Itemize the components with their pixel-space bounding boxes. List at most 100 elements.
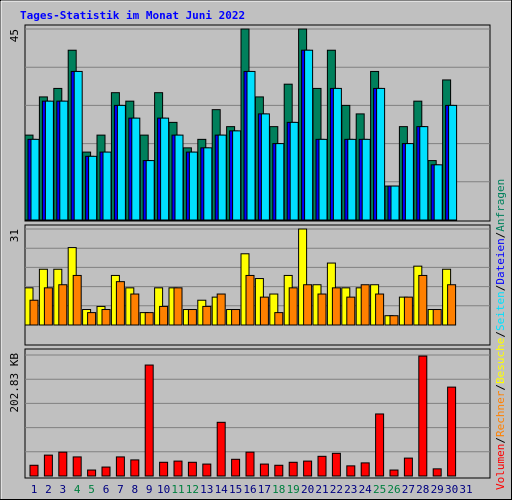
x-tick-label: 2: [45, 483, 52, 496]
bar: [346, 465, 356, 477]
bar: [418, 355, 428, 477]
bar: [232, 130, 242, 221]
bar: [30, 138, 40, 221]
bar: [131, 117, 141, 221]
legend-entry: Seiten: [494, 291, 507, 331]
x-tick-label: 31: [459, 483, 472, 496]
legend-entry: Anfragen: [494, 179, 507, 232]
x-tick-label: 10: [157, 483, 170, 496]
bar: [231, 458, 241, 477]
bar: [58, 451, 68, 477]
y-tick-label: 202.83 KB: [8, 353, 21, 413]
bar: [202, 463, 212, 477]
bar: [298, 228, 308, 326]
bar: [102, 151, 112, 221]
bar: [318, 138, 328, 221]
bar: [260, 113, 270, 221]
bar: [216, 293, 226, 326]
bar: [44, 100, 54, 221]
bar: [288, 287, 298, 326]
bar: [187, 461, 197, 477]
bar: [173, 287, 183, 326]
bar: [375, 413, 385, 477]
bar: [331, 287, 341, 326]
chart-title: Tages-Statistik im Monat Juni 2022: [20, 9, 245, 22]
bar: [389, 315, 399, 326]
legend-separator: /: [494, 437, 507, 444]
x-tick-label: 30: [445, 483, 458, 496]
bar: [418, 274, 428, 326]
bar: [269, 293, 279, 326]
bar: [245, 274, 255, 326]
bar: [289, 121, 299, 221]
x-tick-label: 25: [373, 483, 386, 496]
bar: [448, 104, 458, 221]
legend-separator: /: [494, 232, 507, 239]
bar: [116, 104, 126, 221]
bar: [375, 293, 385, 326]
bar: [404, 143, 414, 221]
y-tick-label: 45: [8, 29, 21, 42]
x-tick-label: 4: [74, 483, 81, 496]
bar: [275, 143, 285, 221]
x-tick-label: 24: [359, 483, 373, 496]
bar: [144, 364, 154, 477]
bar: [87, 469, 97, 477]
bar: [447, 386, 457, 477]
x-tick-label: 15: [229, 483, 242, 496]
x-tick-label: 14: [215, 483, 229, 496]
bar: [29, 464, 39, 477]
legend-separator: /: [494, 285, 507, 292]
bar: [331, 452, 341, 477]
bar: [259, 463, 269, 477]
bar: [432, 309, 442, 326]
bar: [317, 293, 327, 326]
bar: [59, 100, 69, 221]
bar: [245, 451, 255, 477]
bar: [43, 454, 53, 477]
bar: [202, 305, 212, 326]
bar: [145, 160, 155, 221]
x-tick-label: 21: [315, 483, 328, 496]
bar: [174, 134, 184, 221]
bar: [360, 462, 370, 477]
bar: [58, 284, 68, 326]
bar: [403, 457, 413, 477]
bar: [376, 87, 386, 221]
bar: [130, 459, 140, 477]
x-tick-label: 27: [402, 483, 415, 496]
bar: [87, 312, 97, 326]
bar: [159, 461, 169, 477]
legend-entry: Besuche: [494, 338, 507, 384]
bar: [317, 455, 327, 477]
x-tick-label: 1: [31, 483, 38, 496]
bar: [288, 461, 298, 477]
bar: [274, 312, 284, 326]
x-tick-label: 26: [387, 483, 400, 496]
bar: [432, 468, 442, 477]
bar: [447, 284, 457, 326]
bar: [304, 49, 314, 221]
y-tick-label: 31: [8, 229, 21, 242]
bar: [115, 281, 125, 326]
bar: [72, 274, 82, 326]
bar: [231, 309, 241, 326]
bar: [130, 293, 140, 326]
x-tick-label: 16: [243, 483, 256, 496]
x-tick-label: 28: [416, 483, 429, 496]
bar: [144, 312, 154, 326]
bar: [303, 460, 313, 477]
legend-entry: Volumen: [494, 444, 507, 490]
x-tick-label: 18: [272, 483, 285, 496]
bar: [361, 138, 371, 221]
x-tick-label: 9: [146, 483, 153, 496]
legend-text: Volumen/Rechner/Besuche/Seiten/Dateien/A…: [494, 179, 507, 490]
bar: [303, 284, 313, 326]
bar: [274, 464, 284, 477]
plot-area: [24, 348, 491, 479]
bar: [389, 469, 399, 477]
bar: [115, 456, 125, 477]
legend-separator: /: [494, 384, 507, 391]
legend: Volumen/Rechner/Besuche/Seiten/Dateien/A…: [494, 179, 507, 490]
